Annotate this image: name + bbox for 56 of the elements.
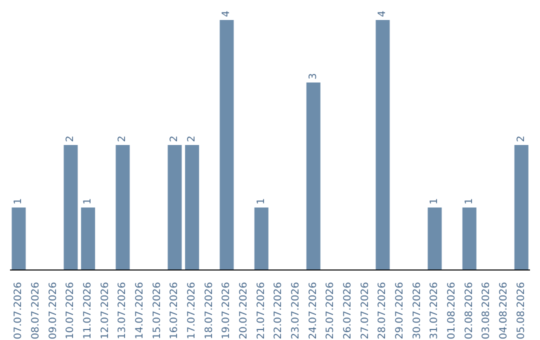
bar [185, 145, 200, 270]
x-tick-label: 27.07.2026 [360, 282, 371, 340]
bar [168, 145, 182, 270]
data-label: 1 [464, 198, 475, 204]
x-tick-label: 31.07.2026 [429, 282, 440, 340]
x-tick-label: 29.07.2026 [394, 282, 406, 340]
x-tick-label: 25.07.2026 [325, 282, 336, 340]
x-tick-label: 17.07.2026 [186, 282, 198, 340]
x-tick-label: 12.07.2026 [100, 282, 111, 340]
data-label: 4 [377, 10, 388, 17]
bar [64, 145, 78, 270]
x-tick-label: 19.07.2026 [221, 282, 232, 340]
data-label: 2 [169, 136, 180, 142]
data-label: 1 [82, 198, 94, 204]
data-label: 2 [117, 136, 128, 142]
data-label: 4 [221, 10, 232, 17]
x-tick-label: 22.07.2026 [273, 282, 284, 340]
data-label: 2 [516, 136, 527, 142]
x-tick-label: 14.07.2026 [134, 282, 146, 340]
x-tick-label: 18.07.2026 [204, 282, 215, 340]
data-label: 1 [13, 198, 24, 204]
x-tick-label: 16.07.2026 [169, 282, 180, 340]
bar [514, 145, 528, 270]
x-tick-label: 03.08.2026 [481, 282, 492, 340]
bar [220, 20, 234, 270]
x-tick-label: 23.07.2026 [290, 282, 302, 340]
x-tick-label: 01.08.2026 [446, 282, 458, 340]
bar [116, 145, 130, 270]
bar [306, 82, 320, 270]
bar [376, 20, 390, 270]
data-label: 3 [308, 73, 319, 80]
data-label: 1 [256, 198, 267, 204]
bar [12, 208, 26, 270]
x-tick-label: 04.08.2026 [498, 282, 510, 340]
bar [81, 208, 96, 270]
x-tick-label: 11.07.2026 [82, 282, 94, 340]
x-tick-label: 08.07.2026 [30, 282, 42, 340]
x-tick-label: 07.07.2026 [13, 282, 24, 340]
x-tick-label: 21.07.2026 [256, 282, 267, 340]
bar [462, 208, 476, 270]
data-label: 2 [65, 136, 76, 142]
x-tick-label: 20.07.2026 [238, 282, 250, 340]
x-tick-label: 28.07.2026 [377, 282, 388, 340]
x-tick-label: 02.08.2026 [464, 282, 475, 340]
x-tick-label: 10.07.2026 [65, 282, 76, 340]
x-tick-label: 05.08.2026 [516, 282, 527, 340]
x-tick-label: 26.07.2026 [342, 282, 354, 340]
x-tick-label: 15.07.2026 [152, 282, 163, 340]
data-label: 2 [186, 136, 198, 142]
x-tick-label: 13.07.2026 [117, 282, 128, 340]
x-tick-label: 09.07.2026 [48, 282, 59, 340]
bar [254, 208, 268, 270]
x-tick-label: 30.07.2026 [412, 282, 423, 340]
bar [428, 208, 442, 270]
data-label: 1 [429, 198, 440, 204]
x-tick-label: 24.07.2026 [308, 282, 319, 340]
